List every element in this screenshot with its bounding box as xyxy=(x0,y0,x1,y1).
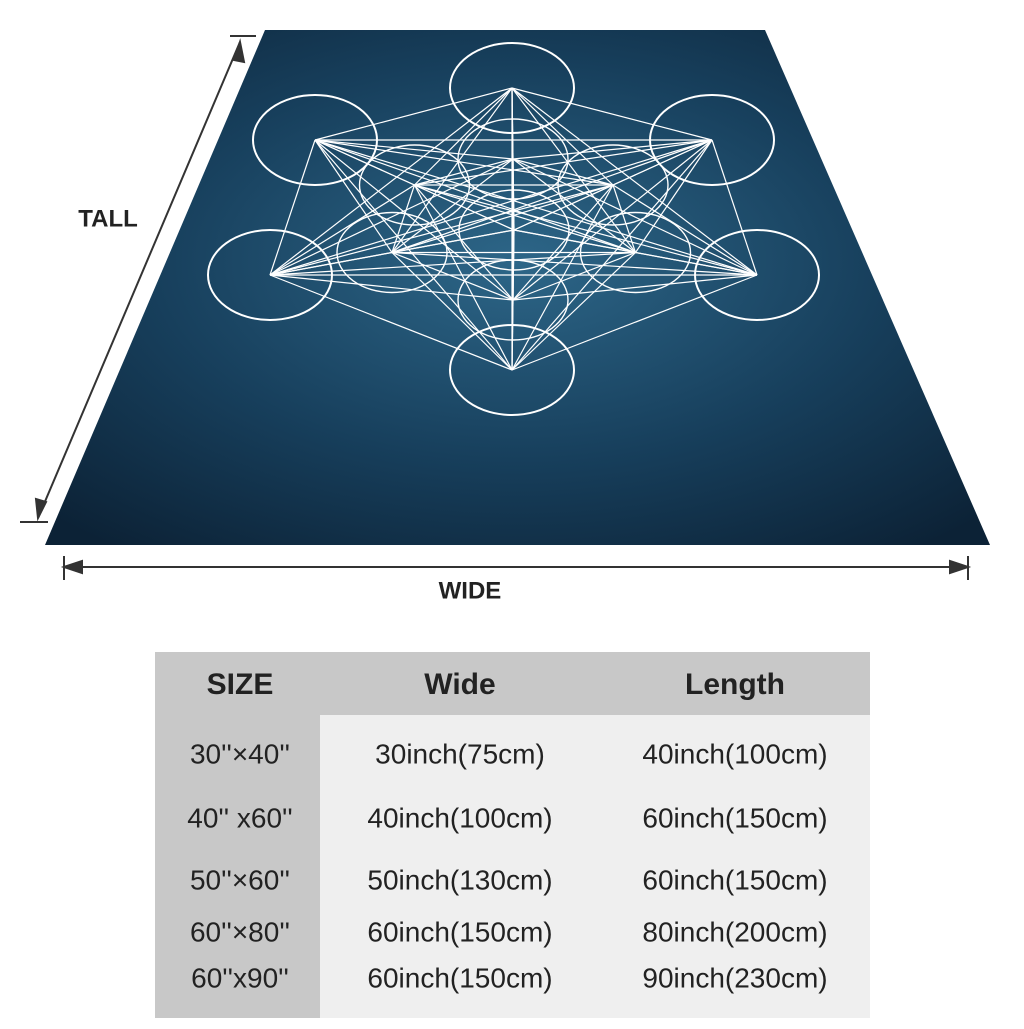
geometry-line xyxy=(512,158,636,253)
geometry-line xyxy=(314,139,393,253)
geometry-line xyxy=(511,87,614,186)
geometry-line xyxy=(269,251,636,276)
geometry-line xyxy=(391,87,513,253)
table-cell: 30''×40'' xyxy=(190,738,290,769)
geometry-line xyxy=(391,139,713,254)
geometry-line xyxy=(269,87,513,276)
geometry-line xyxy=(512,139,713,160)
geometry-line xyxy=(314,139,514,301)
geometry-line xyxy=(269,184,614,276)
geometry-line xyxy=(511,274,758,371)
table-cell: 60inch(150cm) xyxy=(642,864,827,895)
geometry-line xyxy=(512,184,614,301)
geometry-line xyxy=(314,139,513,371)
geometry-line xyxy=(511,184,614,371)
geometry-line xyxy=(269,184,415,276)
geometry-line xyxy=(512,158,758,276)
geometry-line xyxy=(314,139,614,186)
geometry-line xyxy=(635,251,758,276)
geometry-line xyxy=(511,252,636,371)
wide-label: WIDE xyxy=(439,577,502,604)
geometry-line xyxy=(414,184,758,276)
geometry-line xyxy=(391,184,416,253)
sacred-geometry xyxy=(207,42,820,416)
geometry-line xyxy=(512,139,713,301)
geometry-line xyxy=(414,184,514,301)
table-cell: 50''×60'' xyxy=(190,864,290,895)
geometry-line xyxy=(314,139,415,186)
geometry-line xyxy=(635,139,713,253)
geometry-line xyxy=(512,251,636,301)
tall-arrow xyxy=(20,35,256,523)
table-header-cell: Wide xyxy=(424,668,495,701)
geometry-line xyxy=(511,87,758,276)
table-cell: 40'' x60'' xyxy=(187,802,292,833)
geometry-line xyxy=(391,252,513,371)
geometry-line xyxy=(269,251,393,276)
table-cell: 60inch(150cm) xyxy=(367,962,552,993)
geometry-line xyxy=(413,184,513,371)
tall-label: TALL xyxy=(78,205,138,232)
geometry-line xyxy=(511,139,713,371)
wide-arrow xyxy=(60,556,972,580)
geometry-line xyxy=(314,139,636,254)
geometry-line xyxy=(269,139,713,276)
geometry-line xyxy=(414,87,513,186)
table-size-column-bg xyxy=(155,652,320,1018)
geometry-line xyxy=(314,139,758,276)
geometry-line xyxy=(414,184,636,254)
geometry-line xyxy=(269,158,514,276)
blanket xyxy=(45,30,990,545)
geometry-line xyxy=(391,251,514,301)
geometry-line xyxy=(414,139,713,186)
geometry-line xyxy=(612,184,637,253)
geometry-line xyxy=(512,274,758,301)
geometry-line xyxy=(314,139,514,160)
geometry-line xyxy=(391,251,758,276)
geometry-line xyxy=(391,158,514,253)
table-cell: 50inch(130cm) xyxy=(367,864,552,895)
geometry-line xyxy=(314,87,513,141)
geometry-line xyxy=(511,87,636,253)
table-cell: 60''x90'' xyxy=(191,962,289,993)
geometry-line xyxy=(269,274,513,371)
table-header-cell: Length xyxy=(685,668,785,701)
table-cell: 60inch(150cm) xyxy=(642,802,827,833)
table-cell: 40inch(100cm) xyxy=(367,802,552,833)
table-cell: 40inch(100cm) xyxy=(642,738,827,769)
geometry-line xyxy=(711,139,758,276)
table-cell: 60''×80'' xyxy=(190,916,290,947)
table-cell: 60inch(150cm) xyxy=(367,916,552,947)
geometry-line xyxy=(269,139,316,276)
geometry-line xyxy=(391,184,614,254)
table-cell: 30inch(75cm) xyxy=(375,738,545,769)
table-cell: 90inch(230cm) xyxy=(642,962,827,993)
table-header-cell: SIZE xyxy=(207,668,274,701)
table-cell: 80inch(200cm) xyxy=(642,916,827,947)
geometry-line xyxy=(511,87,713,141)
